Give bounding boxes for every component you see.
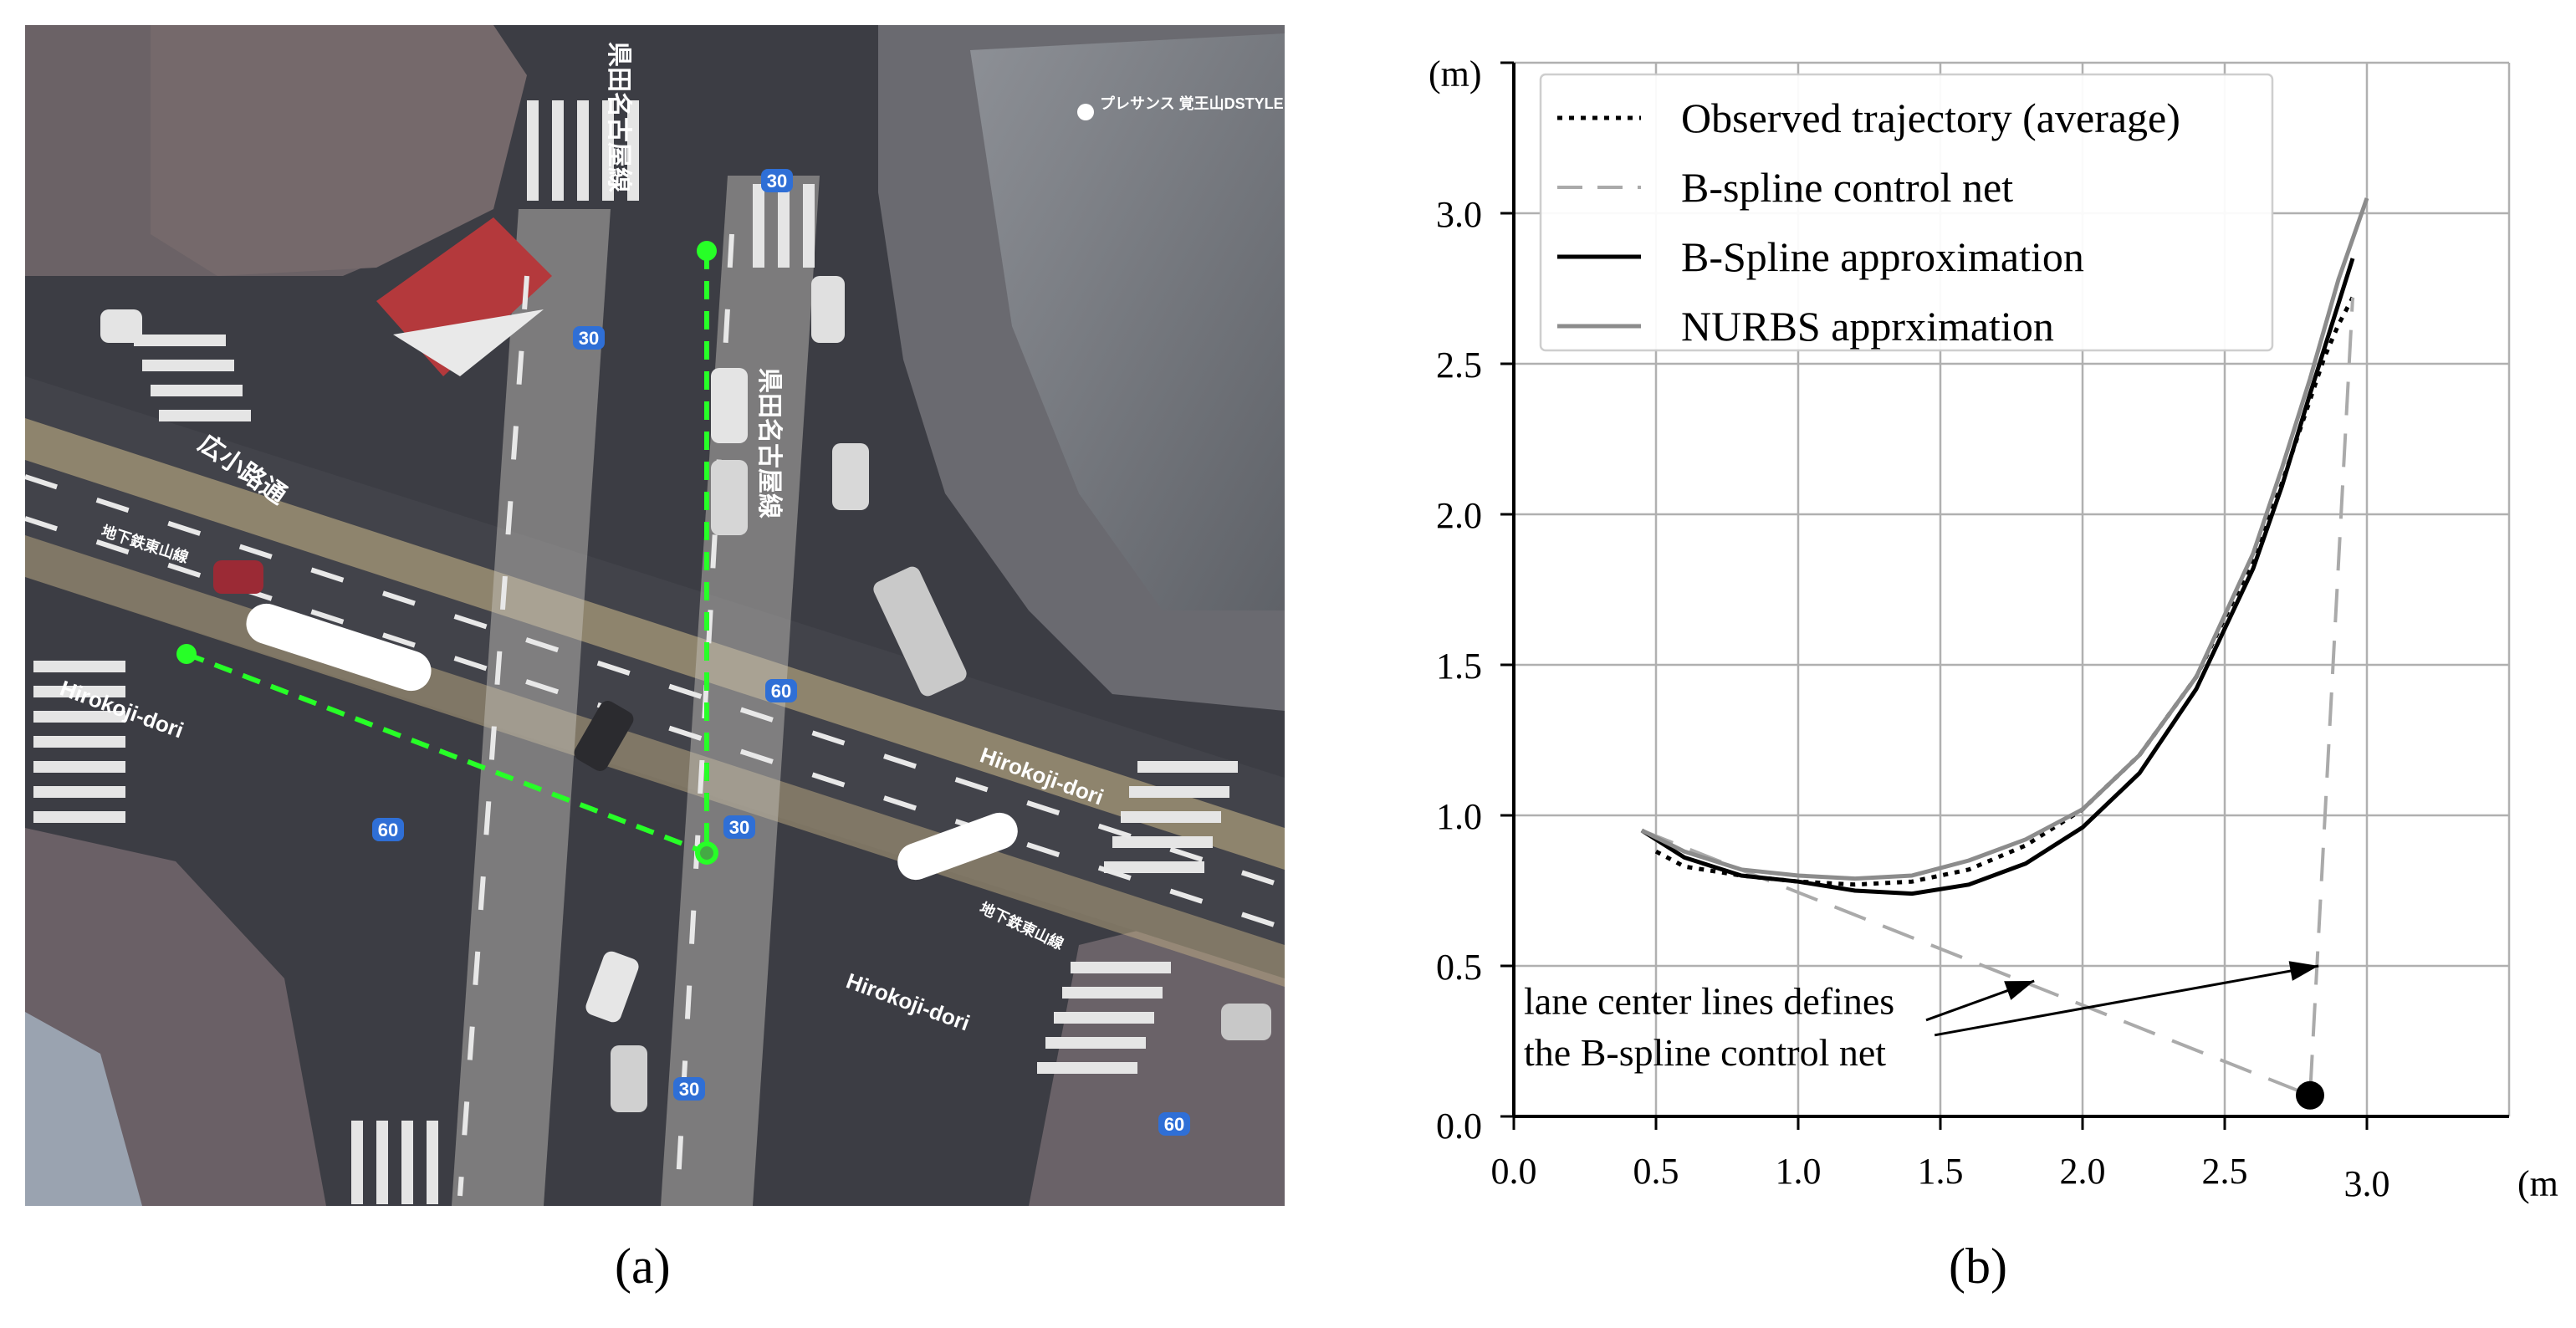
aerial-map: 30 30 60 60 30 30 60 Hirokoji-dori Hirok… bbox=[25, 25, 1285, 1206]
route-shields: 30 30 60 60 30 30 60 bbox=[372, 169, 1190, 1136]
x-tick-label: 3.0 bbox=[2344, 1163, 2390, 1204]
svg-text:60: 60 bbox=[771, 681, 791, 702]
series-line-4 bbox=[1640, 197, 2369, 881]
svg-text:30: 30 bbox=[579, 328, 599, 349]
series-line-1 bbox=[1654, 296, 2355, 887]
path-start-left bbox=[176, 644, 197, 664]
y-tick-label: 2.0 bbox=[1436, 495, 1482, 536]
green-paths bbox=[185, 251, 709, 856]
annotation-arrow-head bbox=[2288, 961, 2319, 981]
svg-text:30: 30 bbox=[767, 171, 787, 192]
x-tick-label: 1.5 bbox=[1918, 1151, 1964, 1192]
svg-text:30: 30 bbox=[679, 1079, 699, 1100]
tick-labels: 0.0 0.5 1.0 1.5 2.0 2.5 3.0 0.0 0.5 1.0 1.5 2.0 2.5 3… bbox=[1436, 194, 2390, 1204]
svg-text:60: 60 bbox=[1164, 1114, 1184, 1135]
poi-pin-icon bbox=[1077, 104, 1094, 120]
svg-text:30: 30 bbox=[729, 817, 749, 838]
y-tick-label: 2.5 bbox=[1436, 345, 1482, 386]
y-axis-label: (m) bbox=[1429, 54, 1482, 94]
annotation-line-1: lane center lines defines bbox=[1524, 980, 1894, 1023]
legend-box bbox=[1539, 73, 2274, 352]
crosswalk-bottom bbox=[134, 335, 438, 1204]
y-tick-label: 1.0 bbox=[1436, 796, 1482, 837]
series-line-2 bbox=[1641, 297, 2354, 1097]
legend-label: B-Spline approximation bbox=[1681, 233, 2084, 280]
panel-label-b: (b) bbox=[1949, 1239, 2007, 1294]
annotation-line-2: the B-spline control net bbox=[1524, 1031, 1886, 1074]
x-axis-label: (m) bbox=[2517, 1163, 2559, 1204]
legend: Observed trajectory (average) B-spline co… bbox=[1539, 73, 2274, 352]
x-tick-label: 0.5 bbox=[1633, 1151, 1679, 1192]
road-label-tsushima-top: 県田名古屋線 bbox=[605, 42, 633, 192]
annotation: lane center lines defines the B-spline co… bbox=[1524, 961, 2319, 1074]
trajectory-chart: 0.0 0.5 1.0 1.5 2.0 2.5 3.0 0.0 0.5 1.0 1.5 2.0 2.5 3… bbox=[1429, 54, 2559, 1204]
crosswalk-right bbox=[1037, 761, 1238, 1074]
legend-label: Observed trajectory (average) bbox=[1681, 94, 2180, 141]
x-tick-label: 1.0 bbox=[1776, 1151, 1822, 1192]
x-tick-label: 2.0 bbox=[2060, 1151, 2106, 1192]
x-tick-label: 0.0 bbox=[1491, 1151, 1537, 1192]
series bbox=[1640, 197, 2369, 1110]
series-line-3 bbox=[1640, 258, 2355, 896]
annotation-arrow-head bbox=[2004, 981, 2035, 1000]
poi-label: プレサンス 覚王山DSTYLE bbox=[1100, 94, 1284, 112]
x-tick-label: 2.5 bbox=[2202, 1151, 2248, 1192]
axes bbox=[1500, 61, 2509, 1130]
building bbox=[970, 33, 1285, 610]
road-label-tsushima-mid: 県田名古屋線 bbox=[755, 368, 784, 518]
y-tick-label: 1.5 bbox=[1436, 646, 1482, 687]
crosswalk-top bbox=[527, 100, 815, 268]
crosswalk-left bbox=[33, 661, 125, 823]
panel-label-a: (a) bbox=[615, 1239, 671, 1294]
legend-label: NURBS apprximation bbox=[1681, 303, 2054, 350]
legend-label: B-spline control net bbox=[1681, 164, 2013, 211]
y-tick-label: 0.0 bbox=[1436, 1106, 1482, 1147]
y-tick-label: 3.0 bbox=[1436, 194, 1482, 235]
cars bbox=[100, 276, 1271, 1112]
path-start-top bbox=[697, 241, 717, 261]
y-tick-label: 0.5 bbox=[1436, 947, 1482, 988]
control-point-marker bbox=[2296, 1080, 2324, 1110]
annotation-arrow-line bbox=[1934, 964, 2319, 1037]
svg-text:60: 60 bbox=[378, 820, 398, 840]
